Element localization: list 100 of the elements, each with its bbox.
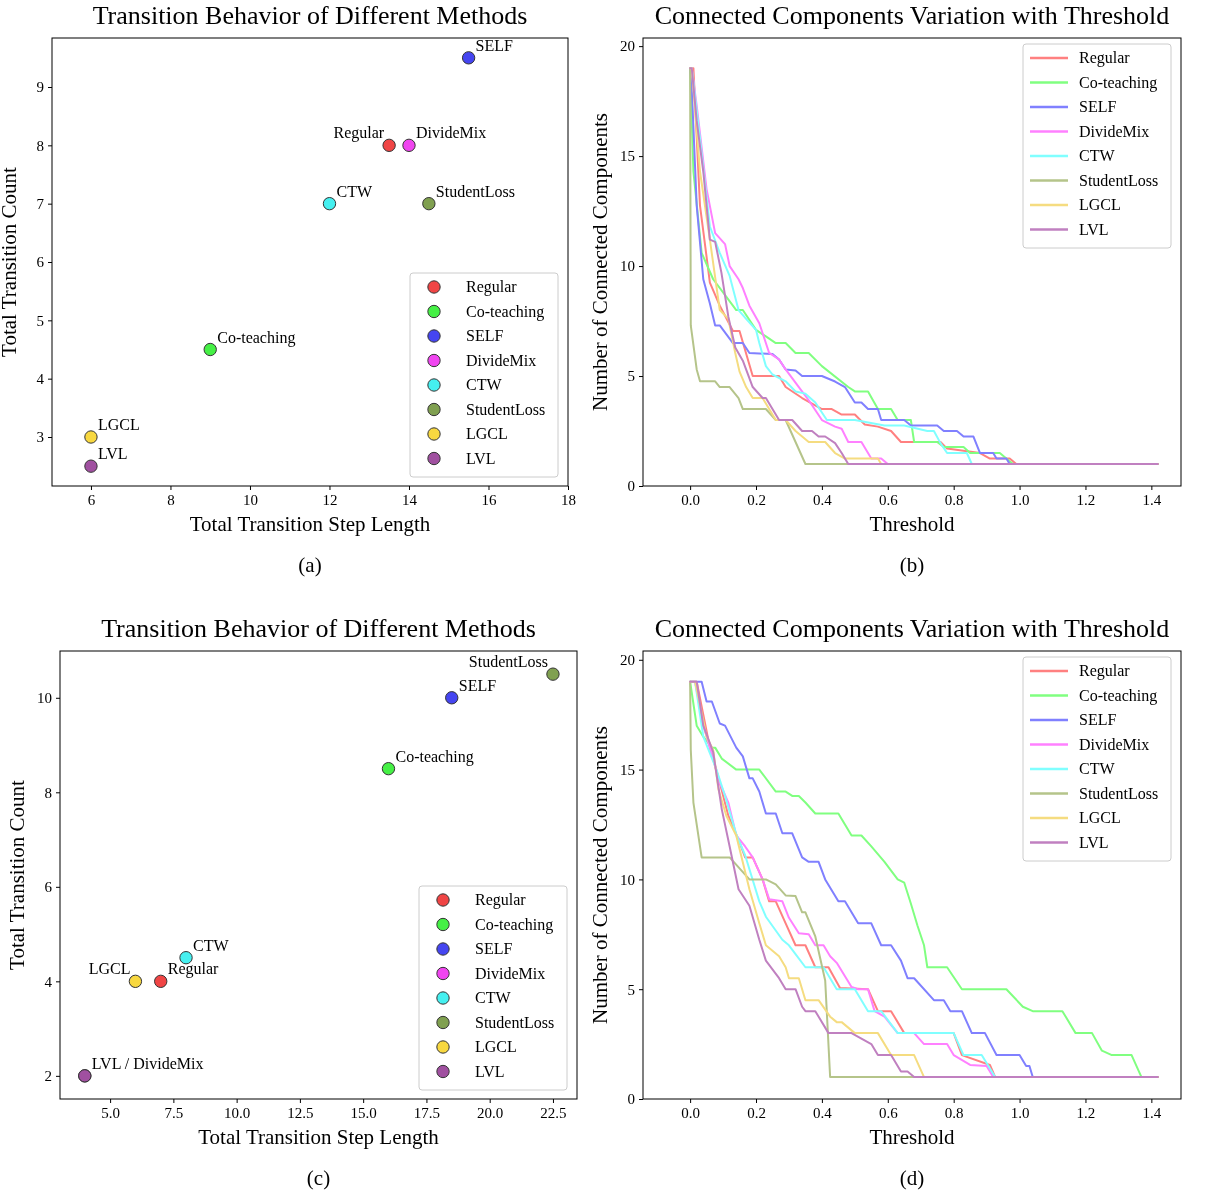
y-tick-label: 15 — [620, 761, 635, 778]
x-axis-title: Total Transition Step Length — [198, 1125, 440, 1149]
legend-label: Regular — [475, 891, 527, 909]
legend-label: SELF — [466, 327, 504, 344]
annotation: SELF — [458, 676, 497, 694]
legend-label: Co-teaching — [475, 915, 554, 934]
y-tick-label: 2 — [44, 1068, 52, 1085]
legend-label: LGCL — [1079, 196, 1121, 213]
y-tick-label: 6 — [36, 254, 45, 271]
y-axis-title: Number of Connected Components — [588, 112, 612, 412]
x-tick-label: 12 — [322, 491, 338, 508]
legend-label: Co-teaching — [1079, 73, 1158, 92]
x-axis-title: Threshold — [869, 1125, 956, 1149]
y-axis-title: Number of Connected Components — [588, 725, 612, 1025]
x-tick-label: 1.0 — [1010, 1104, 1030, 1121]
x-tick-label: 0.8 — [944, 1104, 964, 1121]
annotation: Regular — [167, 960, 220, 979]
y-tick-label: 5 — [627, 368, 635, 385]
text: (a) — [298, 553, 322, 577]
legend-label: CTW — [1079, 147, 1116, 164]
legend-label: SELF — [1079, 711, 1117, 728]
x-tick-label: 0.0 — [681, 1104, 700, 1121]
y-tick-label: 20 — [620, 652, 635, 669]
legend-label: LVL — [1079, 833, 1109, 851]
x-tick-label: 16 — [481, 491, 497, 508]
legend-label: DivideMix — [466, 351, 537, 369]
text: (c) — [306, 1166, 331, 1190]
annotation: Co-teaching — [395, 747, 474, 766]
x-axis-title: Threshold — [869, 512, 956, 536]
legend-label: StudentLoss — [475, 1013, 555, 1031]
legend-label: Regular — [466, 278, 518, 296]
y-tick-label: 7 — [36, 195, 45, 212]
legend-label: LVL — [1079, 220, 1109, 238]
x-axis-title: Total Transition Step Length — [189, 512, 431, 536]
y-tick-label: 10 — [37, 690, 52, 707]
y-axis-title: Total Transition Count — [5, 779, 29, 970]
x-tick-label: 0.0 — [681, 491, 700, 508]
x-tick-label: 0.4 — [813, 1104, 833, 1121]
x-tick-label: 1.0 — [1010, 491, 1030, 508]
annotation: DivideMix — [415, 124, 487, 142]
annotation: Regular — [333, 124, 385, 143]
annotation: LGCL — [97, 416, 140, 433]
y-tick-label: 5 — [627, 981, 635, 998]
y-axis-title: Total Transition Count — [0, 166, 21, 357]
chart-title: Transition Behavior of Different Methods — [101, 614, 536, 643]
y-tick-label: 9 — [36, 79, 44, 96]
x-tick-label: 8 — [167, 491, 175, 508]
x-tick-label: 6 — [87, 491, 96, 508]
x-tick-label: 14 — [401, 491, 418, 508]
y-tick-label: 10 — [620, 871, 635, 888]
legend-label: Regular — [1079, 662, 1131, 680]
legend-label: LGCL — [466, 425, 508, 442]
y-tick-label: 20 — [620, 38, 635, 55]
chart-title: Connected Components Variation with Threshold — [654, 1, 1170, 30]
y-tick-label: 5 — [36, 312, 44, 329]
x-tick-label: 1.2 — [1076, 1104, 1096, 1121]
x-tick-label: 0.2 — [747, 1104, 766, 1121]
legend-label: StudentLoss — [466, 400, 546, 418]
y-tick-label: 4 — [36, 370, 45, 387]
x-tick-label: 1.4 — [1142, 491, 1162, 508]
annotation: StudentLoss — [435, 182, 515, 200]
legend-label: DivideMix — [1079, 122, 1150, 140]
x-tick-label: 18 — [561, 491, 576, 508]
annotation: LGCL — [88, 960, 131, 978]
legend-label: SELF — [1079, 98, 1117, 115]
legend-label: CTW — [475, 989, 512, 1006]
legend-label: CTW — [1079, 760, 1116, 777]
x-tick-label: 20.0 — [477, 1104, 504, 1121]
annotation: LVL / DivideMix — [91, 1054, 204, 1072]
annotation: LVL — [97, 445, 128, 463]
x-tick-label: 1.2 — [1076, 491, 1096, 508]
y-tick-label: 3 — [36, 429, 44, 446]
x-tick-label: 0.6 — [878, 1104, 899, 1121]
legend-label: LGCL — [475, 1038, 517, 1055]
y-tick-label: 15 — [620, 148, 635, 165]
chart-title: Transition Behavior of Different Methods — [92, 1, 528, 30]
y-tick-label: 8 — [44, 784, 52, 801]
legend-label: Regular — [1079, 49, 1131, 67]
x-tick-label: 10 — [242, 491, 258, 508]
legend-label: SELF — [475, 940, 513, 957]
y-tick-label: 10 — [620, 258, 635, 275]
legend-label: LGCL — [1079, 809, 1121, 826]
x-tick-label: 10.0 — [224, 1104, 251, 1121]
legend-label: DivideMix — [1079, 735, 1150, 753]
x-tick-label: 7.5 — [164, 1104, 184, 1121]
text: (d) — [899, 1166, 925, 1190]
x-tick-label: 17.5 — [413, 1104, 441, 1121]
x-tick-label: 0.6 — [878, 491, 899, 508]
legend-label: Co-teaching — [1079, 686, 1158, 705]
x-tick-label: 1.4 — [1142, 1104, 1162, 1121]
x-tick-label: 22.5 — [540, 1104, 567, 1121]
chart-title: Connected Components Variation with Threshold — [654, 614, 1170, 643]
annotation: SELF — [475, 36, 514, 54]
x-tick-label: 0.8 — [944, 491, 964, 508]
annotation: CTW — [336, 182, 373, 200]
x-tick-label: 12.5 — [287, 1104, 314, 1121]
legend-label: Co-teaching — [466, 302, 545, 321]
y-tick-label: 0 — [627, 1091, 635, 1108]
y-tick-label: 6 — [44, 879, 53, 896]
legend-label: CTW — [466, 376, 503, 393]
